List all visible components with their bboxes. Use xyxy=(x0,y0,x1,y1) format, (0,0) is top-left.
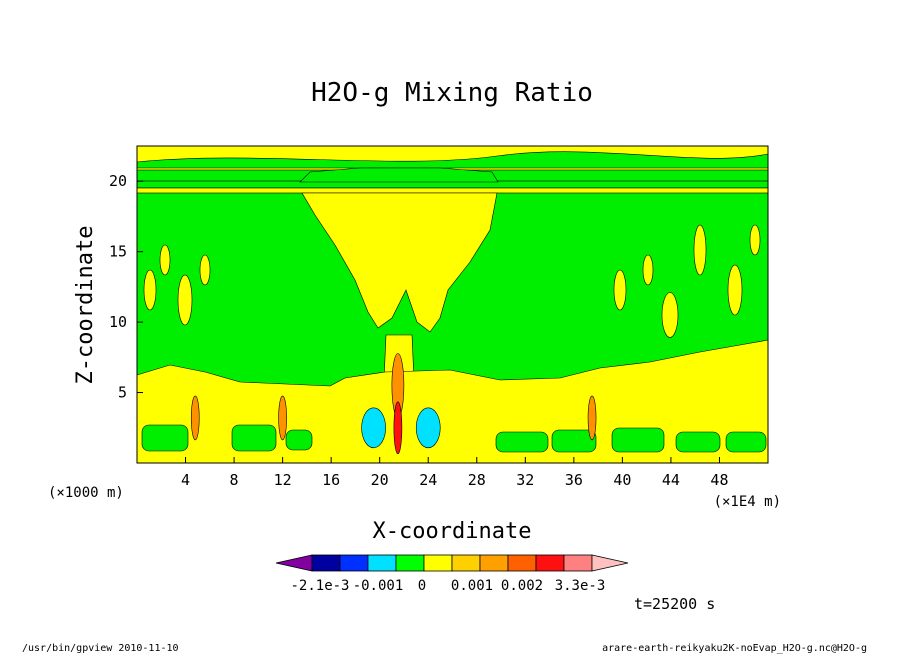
low-green-cell xyxy=(285,429,313,451)
yellow-streak xyxy=(177,274,193,326)
colorbar-swatch xyxy=(395,554,425,572)
yellow-streak xyxy=(693,224,707,276)
y-tick-label: 15 xyxy=(109,243,127,261)
colorbar-swatch xyxy=(479,554,509,572)
colorbar-low-arrow xyxy=(275,554,313,572)
x-tick-label: 44 xyxy=(662,471,680,489)
yellow-streak xyxy=(727,264,743,316)
colorbar-swatch xyxy=(339,554,369,572)
x-tick-label: 36 xyxy=(565,471,583,489)
yellow-streak xyxy=(159,244,171,276)
strong-positive-column xyxy=(278,395,287,441)
x-tick-label: 24 xyxy=(419,471,437,489)
colorbar-swatch xyxy=(507,554,537,572)
x-tick-label: 32 xyxy=(516,471,534,489)
plot-area xyxy=(136,145,769,464)
x-axis-title: X-coordinate xyxy=(373,519,532,544)
colorbar-level-label: 0.002 xyxy=(501,578,543,594)
yellow-streak xyxy=(642,254,654,286)
central-yellow-plume xyxy=(301,192,498,333)
upper-green-wisp xyxy=(136,151,769,169)
x-tick-label: 8 xyxy=(230,471,239,489)
yellow-streak xyxy=(749,224,761,256)
y-tick-label: 20 xyxy=(109,172,127,190)
x-tick-label: 4 xyxy=(181,471,190,489)
low-green-cell xyxy=(551,429,597,453)
strong-positive-column xyxy=(587,395,597,441)
chart-title: H2O-g Mixing Ratio xyxy=(311,78,593,108)
colorbar-labels: -2.1e-3 -0.001 0 0.001 0.002 3.3e-3 xyxy=(290,578,605,594)
central-core xyxy=(393,401,403,455)
colorbar-swatch xyxy=(451,554,481,572)
negative-cell-right xyxy=(415,407,441,449)
colorbar-swatch xyxy=(563,554,593,572)
low-green-cell xyxy=(611,427,665,453)
colorbar-swatch xyxy=(311,554,341,572)
y-axis: 5 10 15 20 xyxy=(109,172,143,402)
x-axis-unit-left: (×1000 m) xyxy=(48,485,124,501)
x-tick-label: 16 xyxy=(322,471,340,489)
strong-positive-column xyxy=(190,395,200,441)
low-green-cell xyxy=(141,424,189,452)
y-axis-title: Z-coordinate xyxy=(73,226,98,385)
cap-green xyxy=(299,167,499,183)
y-tick-label: 10 xyxy=(109,313,127,331)
colorbar-high-arrow xyxy=(591,554,629,572)
colorbar-level-label: -0.001 xyxy=(353,578,404,594)
low-green-cell xyxy=(675,431,721,453)
x-tick-label: 12 xyxy=(274,471,292,489)
plot-frame xyxy=(136,145,769,464)
footer-left: /usr/bin/gpview 2010-11-10 xyxy=(22,643,179,654)
x-axis: 4 8 12 16 20 24 28 32 36 40 44 48 xyxy=(181,457,728,489)
colorbar-swatch xyxy=(535,554,565,572)
colorbar-level-label: 0.001 xyxy=(451,578,493,594)
low-green-cell xyxy=(231,424,277,452)
colorbar xyxy=(275,554,629,572)
x-axis-unit-right: (×1E4 m) xyxy=(714,494,781,510)
negative-cell-left xyxy=(361,407,386,449)
yellow-streak xyxy=(661,292,679,338)
low-green-cell xyxy=(495,431,549,453)
yellow-strip-20km xyxy=(136,187,769,194)
contour-fills xyxy=(136,145,769,464)
x-tick-label: 20 xyxy=(371,471,389,489)
colorbar-level-label: -2.1e-3 xyxy=(290,578,349,594)
colorbar-swatch xyxy=(367,554,397,572)
y-tick-label: 5 xyxy=(118,384,127,402)
time-label: t=25200 s xyxy=(634,595,715,613)
footer-right: arare-earth-reikyaku2K-noEvap_H2O-g.nc@H… xyxy=(602,643,867,654)
low-green-cell xyxy=(725,431,767,453)
colorbar-level-label: 3.3e-3 xyxy=(555,578,606,594)
x-tick-label: 48 xyxy=(710,471,728,489)
yellow-streak xyxy=(143,269,157,311)
colorbar-swatch xyxy=(423,554,453,572)
yellow-streak xyxy=(199,254,211,286)
colorbar-level-label: 0 xyxy=(418,578,426,594)
x-tick-label: 28 xyxy=(468,471,486,489)
x-tick-label: 40 xyxy=(613,471,631,489)
yellow-streak xyxy=(613,269,627,311)
